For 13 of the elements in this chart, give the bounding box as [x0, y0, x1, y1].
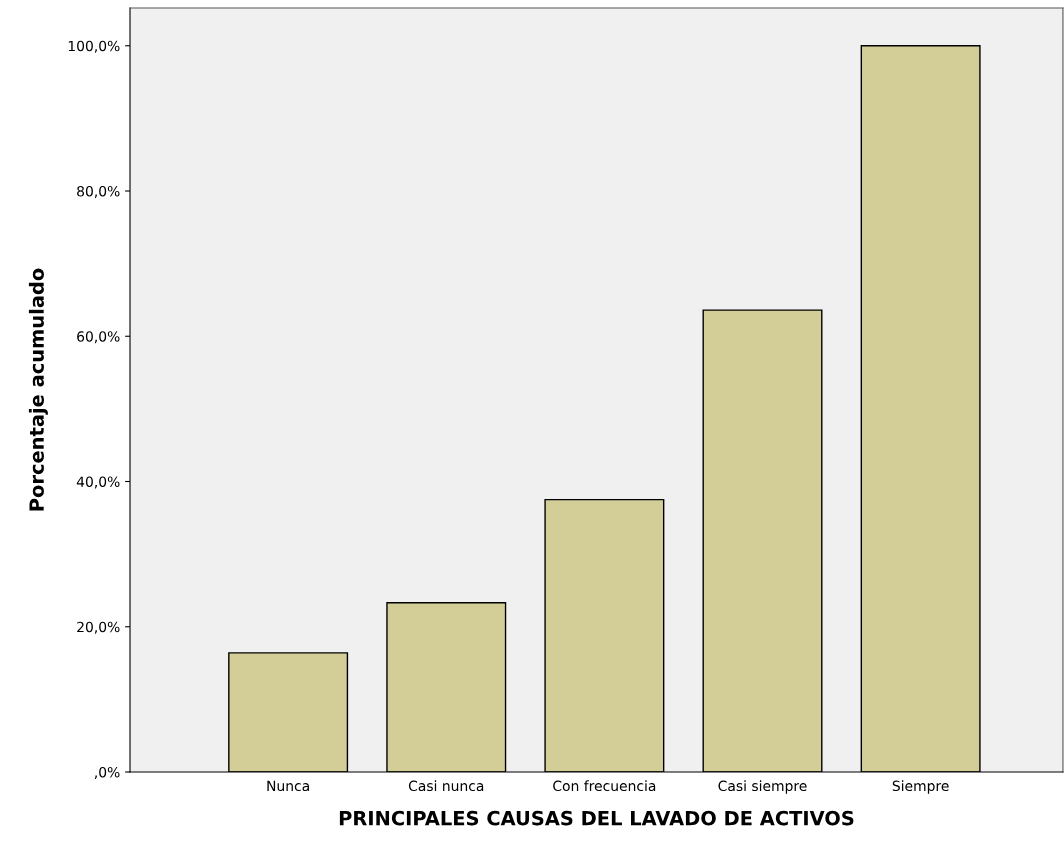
y-tick-label: 80,0%: [77, 185, 120, 198]
y-tick-label: 100,0%: [68, 40, 120, 53]
x-axis-title: PRINCIPALES CAUSAS DEL LAVADO DE ACTIVOS: [339, 810, 854, 826]
x-tick-label: Nunca: [267, 780, 309, 792]
y-tick-label: ,0%: [94, 766, 120, 779]
y-axis-title: Porcentaje acumulado: [28, 268, 48, 511]
x-tick-label: Siempre: [892, 780, 949, 794]
x-tick-label: Casi siempre: [718, 780, 807, 794]
y-tick-label: 60,0%: [77, 331, 120, 344]
x-tick-label: Casi nunca: [408, 780, 484, 792]
y-tick-label: 40,0%: [76, 476, 120, 489]
x-tick-label: Con frecuencia: [553, 780, 656, 792]
y-tick-label: 20,0%: [77, 621, 120, 634]
